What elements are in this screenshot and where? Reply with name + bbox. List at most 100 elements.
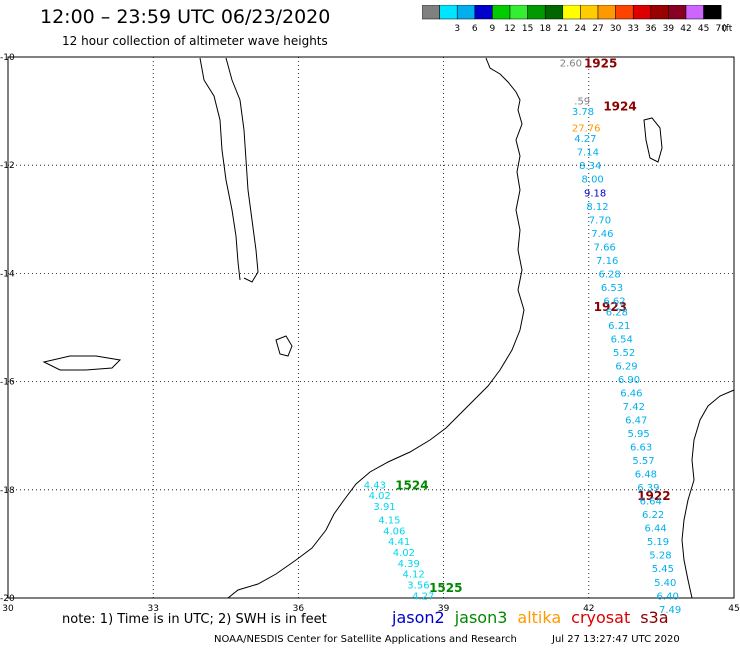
wave-height-label: 6.22 bbox=[642, 510, 664, 521]
wave-height-label: 6.54 bbox=[611, 334, 633, 345]
lon-tick-label: 33 bbox=[147, 604, 158, 614]
track-time-label: 1922 bbox=[637, 489, 670, 503]
island-outline bbox=[643, 117, 663, 163]
wave-height-label: 3.78 bbox=[572, 107, 594, 118]
lat-tick-label: -20 bbox=[0, 594, 15, 604]
wave-height-label: 4.02 bbox=[369, 491, 391, 502]
coastline bbox=[199, 57, 241, 281]
wave-height-label: 5.28 bbox=[649, 551, 671, 562]
wave-height-label: 4.43 bbox=[364, 480, 386, 491]
wave-height-label: 4.41 bbox=[388, 537, 410, 548]
legend-label: 3 bbox=[454, 24, 460, 34]
legend-label: 18 bbox=[539, 24, 551, 34]
wave-height-label: 7.46 bbox=[591, 229, 613, 240]
wave-height-label: 5.95 bbox=[628, 429, 650, 440]
legend-label: 30 bbox=[610, 24, 622, 34]
wave-height-label: 2.60 bbox=[560, 58, 582, 69]
wave-height-label: 4.02 bbox=[393, 548, 415, 559]
wave-height-label: 6.62 bbox=[603, 296, 625, 307]
wave-height-label: 7.70 bbox=[589, 215, 611, 226]
lat-tick-label: -10 bbox=[0, 53, 15, 63]
wave-height-label: 4.39 bbox=[398, 559, 420, 570]
lat-tick-label: -12 bbox=[0, 161, 15, 171]
wave-height-label: 4.27 bbox=[412, 591, 434, 602]
wave-height-label: 9.18 bbox=[584, 188, 606, 199]
track-time-label: 1925 bbox=[584, 56, 617, 70]
lon-tick-label: 42 bbox=[583, 604, 594, 614]
track-time-label: 1524 bbox=[395, 478, 428, 492]
satellite-name: cryosat bbox=[571, 608, 631, 627]
wave-height-label: 5.52 bbox=[613, 348, 635, 359]
satellite-legend: jason2 jason3 altika cryosat s3a bbox=[392, 608, 679, 627]
legend-label: 21 bbox=[557, 24, 568, 34]
wave-height-label: 8.34 bbox=[579, 161, 601, 172]
wave-height-label: 6.21 bbox=[608, 321, 630, 332]
wave-height-label: 6.48 bbox=[635, 470, 657, 481]
wave-height-label: 27.76 bbox=[572, 123, 601, 134]
legend-label: 9 bbox=[490, 24, 496, 34]
wave-height-label: 7.16 bbox=[596, 256, 618, 267]
track-time-label: 1923 bbox=[594, 300, 627, 314]
map-frame bbox=[7, 56, 735, 599]
wave-height-label: 8.12 bbox=[586, 202, 608, 213]
lon-tick-label: 45 bbox=[728, 604, 739, 614]
coastline bbox=[227, 57, 525, 599]
wave-height-label: 6.53 bbox=[601, 283, 623, 294]
wave-height-label: 6.28 bbox=[598, 269, 620, 280]
footer-note: note: 1) Time is in UTC; 2) SWH is in fe… bbox=[62, 612, 327, 627]
wave-height-label: 4.27 bbox=[574, 134, 596, 145]
wave-height-label: 3.91 bbox=[373, 502, 395, 513]
wave-height-label: 6.90 bbox=[618, 375, 640, 386]
wave-height-label: 5.57 bbox=[632, 456, 654, 467]
satellite-name: jason3 bbox=[454, 608, 508, 627]
legend-label: 42 bbox=[680, 24, 691, 34]
coastline bbox=[681, 389, 735, 599]
wave-height-label: 3.56 bbox=[407, 580, 429, 591]
wave-height-label: 6.29 bbox=[615, 361, 637, 372]
lon-tick-label: 39 bbox=[438, 604, 450, 614]
island-outline bbox=[275, 335, 293, 357]
lat-tick-label: -14 bbox=[0, 269, 15, 279]
legend-label: 33 bbox=[627, 24, 638, 34]
island-outline bbox=[42, 355, 122, 371]
wave-height-label: 6.39 bbox=[637, 483, 659, 494]
wave-height-label: 6.63 bbox=[630, 443, 652, 454]
wave-height-label: 4.06 bbox=[383, 526, 405, 537]
wave-height-label: 5.45 bbox=[652, 564, 674, 575]
wave-height-label: 7.49 bbox=[659, 605, 681, 616]
legend-label: 70 bbox=[715, 24, 727, 34]
credit-line: NOAA/NESDIS Center for Satellite Applica… bbox=[214, 634, 517, 645]
wave-height-label: 6.40 bbox=[657, 591, 679, 602]
page-title: 12:00 – 23:59 UTC 06/23/2020 bbox=[40, 6, 331, 28]
lat-tick-label: -16 bbox=[0, 378, 15, 388]
coastline bbox=[225, 57, 259, 283]
wave-height-label: 5.19 bbox=[647, 537, 669, 548]
wave-height-label: 6.46 bbox=[620, 388, 642, 399]
legend-label: 39 bbox=[663, 24, 675, 34]
track-time-label: 1525 bbox=[429, 581, 462, 595]
track-time-label: 1924 bbox=[603, 100, 636, 114]
wave-height-label: 7.14 bbox=[577, 148, 599, 159]
wave-height-label: 4.12 bbox=[402, 570, 424, 581]
wave-height-label: 4.15 bbox=[378, 516, 400, 527]
wave-height-label: 5.40 bbox=[654, 578, 676, 589]
legend-label: 6 bbox=[472, 24, 478, 34]
lat-tick-label: -18 bbox=[0, 486, 15, 496]
legend-label: 15 bbox=[522, 24, 533, 34]
satellite-name: s3a bbox=[640, 608, 669, 627]
satellite-name: altika bbox=[517, 608, 562, 627]
legend-label: 45 bbox=[698, 24, 709, 34]
legend-label: 12 bbox=[504, 24, 515, 34]
wave-height-label: 6.28 bbox=[606, 307, 628, 318]
legend-label: 24 bbox=[575, 24, 587, 34]
legend-label: 36 bbox=[645, 24, 657, 34]
wave-height-label: .59 bbox=[574, 96, 590, 107]
wave-height-label: 8.00 bbox=[582, 175, 604, 186]
wave-height-label: 7.42 bbox=[623, 402, 645, 413]
lon-tick-label: 36 bbox=[293, 604, 305, 614]
legend-swatch bbox=[703, 5, 722, 20]
legend-unit: (ft) bbox=[722, 24, 732, 34]
wave-height-label: 7.66 bbox=[594, 242, 616, 253]
